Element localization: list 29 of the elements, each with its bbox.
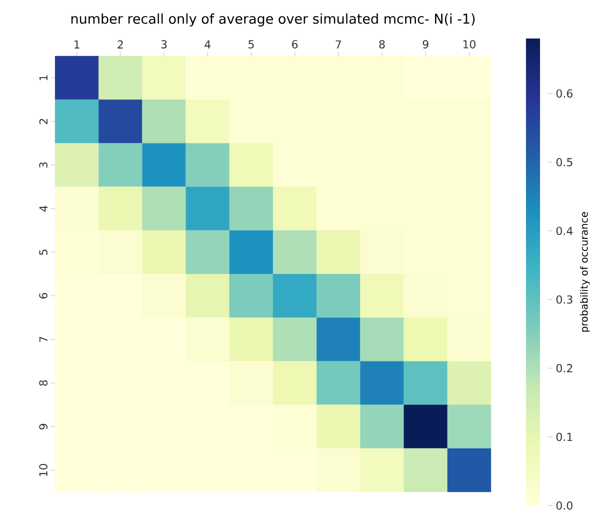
color-bar-label: 0.6 xyxy=(556,89,572,98)
color-bar-label: 0.3 xyxy=(556,295,572,304)
color-bar-label: 0.2 xyxy=(556,364,572,372)
y-tick-label: 6 xyxy=(39,292,48,299)
x-tick-label: 7 xyxy=(336,40,341,48)
x-tick-label: 5 xyxy=(248,40,254,48)
chart-title: number recall only of average over simulated mcmc- N(i -1) xyxy=(71,13,475,26)
y-tick-label: 10 xyxy=(39,464,48,476)
y-tick-label: 8 xyxy=(39,380,48,386)
y-tick-label: 2 xyxy=(39,118,48,124)
color-bar-label: 0.1 xyxy=(556,432,572,442)
color-bar-label: 0.0 xyxy=(556,501,572,510)
x-tick-label: 1 xyxy=(74,40,80,48)
y-tick-label: 9 xyxy=(39,424,48,430)
x-tick-label: 8 xyxy=(379,40,385,48)
color-bar-label: 0.5 xyxy=(556,158,572,166)
x-tick-label: 6 xyxy=(292,40,298,48)
x-tick-label: 4 xyxy=(204,40,210,48)
y-tick-label: 1 xyxy=(39,75,48,80)
x-tick-label: 10 xyxy=(463,40,476,48)
y-tick-label: 5 xyxy=(39,250,48,255)
y-tick-label: 3 xyxy=(39,162,48,168)
x-tick-label: 9 xyxy=(422,40,428,48)
x-tick-label: 3 xyxy=(161,40,167,48)
y-tick-label: 4 xyxy=(39,206,48,212)
y-tick-label: 7 xyxy=(39,336,48,342)
x-tick-label: 2 xyxy=(118,40,123,48)
color-bar-label: 0.4 xyxy=(556,226,573,236)
color-bar-title: probability of occurance xyxy=(580,212,590,332)
